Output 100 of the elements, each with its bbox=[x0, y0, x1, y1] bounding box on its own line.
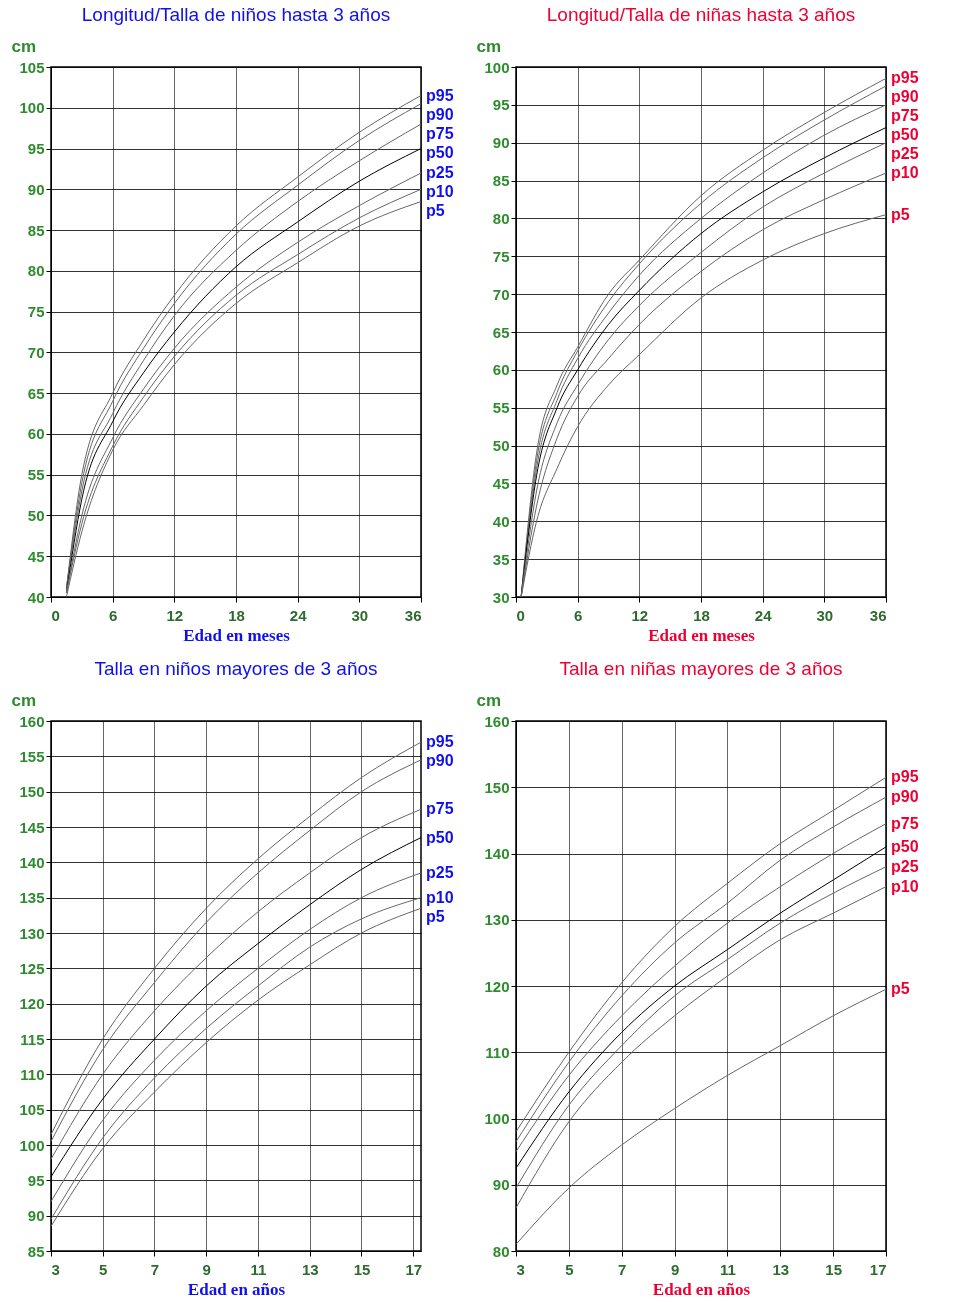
x-tick-label: 5 bbox=[99, 1260, 108, 1278]
chart-title: Longitud/Talla de niños hasta 3 años bbox=[81, 4, 391, 25]
y-tick-label: 105 bbox=[19, 1101, 45, 1119]
x-tick-label: 11 bbox=[250, 1260, 267, 1278]
x-tick-label: 3 bbox=[51, 1260, 60, 1278]
y-axis-title: cm bbox=[476, 690, 502, 710]
x-tick-label: 36 bbox=[404, 606, 422, 624]
series-label: p5 bbox=[891, 205, 910, 223]
y-axis-title: cm bbox=[11, 690, 37, 710]
x-tick-label: 24 bbox=[754, 606, 773, 624]
y-tick-label: 80 bbox=[27, 262, 45, 280]
chart-title: Talla en niños mayores de 3 años bbox=[94, 658, 378, 679]
x-tick-label: 24 bbox=[289, 606, 308, 624]
x-tick-label: 36 bbox=[869, 606, 887, 624]
x-tick-label: 30 bbox=[816, 606, 834, 624]
y-tick-label: 80 bbox=[492, 209, 510, 227]
x-tick-label: 6 bbox=[573, 606, 583, 624]
x-tick-label: 0 bbox=[51, 606, 60, 624]
x-tick-label: 13 bbox=[301, 1260, 319, 1278]
y-tick-label: 90 bbox=[27, 180, 45, 198]
series-label: p25 bbox=[891, 857, 919, 875]
y-tick-label: 75 bbox=[492, 247, 510, 265]
x-tick-label: 7 bbox=[150, 1260, 160, 1278]
series-label: p5 bbox=[426, 202, 445, 219]
y-axis-title: cm bbox=[476, 36, 502, 56]
y-tick-label: 55 bbox=[492, 399, 510, 417]
y-tick-label: 35 bbox=[492, 550, 510, 568]
series-label: p90 bbox=[426, 105, 454, 123]
series-label: p95 bbox=[891, 768, 919, 786]
y-tick-label: 140 bbox=[19, 853, 45, 871]
y-tick-label: 100 bbox=[19, 1136, 45, 1154]
y-tick-label: 110 bbox=[485, 1043, 510, 1061]
x-tick-label: 5 bbox=[565, 1260, 574, 1278]
y-tick-label: 40 bbox=[27, 588, 45, 606]
series-label: p25 bbox=[426, 164, 454, 181]
x-axis-title: Edad en años bbox=[187, 1279, 286, 1299]
series-label: p10 bbox=[426, 888, 454, 906]
y-tick-label: 90 bbox=[492, 134, 510, 152]
x-tick-label: 7 bbox=[618, 1260, 627, 1278]
y-tick-label: 145 bbox=[19, 818, 45, 836]
y-tick-label: 90 bbox=[492, 1176, 510, 1194]
y-tick-label: 80 bbox=[492, 1242, 510, 1260]
series-label: p75 bbox=[891, 107, 919, 125]
series-label: p90 bbox=[891, 788, 919, 806]
x-tick-label: 18 bbox=[693, 606, 710, 624]
series-label: p90 bbox=[891, 88, 919, 106]
series-label: p95 bbox=[891, 69, 919, 87]
y-tick-label: 70 bbox=[27, 343, 45, 361]
y-tick-label: 50 bbox=[492, 437, 510, 455]
x-tick-label: 9 bbox=[670, 1260, 680, 1278]
x-tick-label: 12 bbox=[631, 606, 649, 624]
x-tick-label: 15 bbox=[825, 1260, 842, 1278]
series-label: p10 bbox=[426, 183, 454, 200]
y-tick-label: 85 bbox=[27, 1242, 45, 1260]
series-label: p5 bbox=[891, 980, 910, 998]
series-label: p75 bbox=[426, 800, 454, 818]
y-tick-label: 50 bbox=[27, 506, 45, 524]
y-tick-label: 65 bbox=[492, 323, 510, 341]
y-tick-label: 125 bbox=[19, 959, 45, 977]
x-tick-label: 17 bbox=[405, 1260, 423, 1278]
y-tick-label: 65 bbox=[27, 384, 45, 402]
x-tick-label: 17 bbox=[869, 1260, 887, 1278]
y-tick-label: 120 bbox=[19, 995, 45, 1013]
x-tick-label: 11 bbox=[720, 1260, 736, 1278]
series-label: p25 bbox=[426, 863, 454, 881]
y-tick-label: 130 bbox=[484, 911, 510, 929]
y-tick-label: 85 bbox=[492, 172, 510, 190]
x-tick-label: 15 bbox=[353, 1260, 371, 1278]
series-label: p75 bbox=[426, 124, 454, 142]
series-label: p75 bbox=[891, 814, 919, 832]
chart-title: Talla en niñas mayores de 3 años bbox=[559, 658, 843, 679]
y-tick-label: 160 bbox=[484, 712, 510, 730]
series-label: p25 bbox=[891, 145, 919, 163]
x-axis-title: Edad en meses bbox=[183, 625, 291, 645]
y-tick-label: 95 bbox=[492, 96, 510, 114]
series-label: p95 bbox=[426, 733, 454, 751]
y-tick-label: 75 bbox=[27, 303, 45, 321]
x-tick-label: 18 bbox=[228, 606, 245, 624]
y-tick-label: 150 bbox=[484, 778, 510, 796]
series-label: p95 bbox=[426, 86, 454, 104]
y-tick-label: 155 bbox=[19, 747, 45, 765]
y-tick-label: 90 bbox=[27, 1207, 45, 1225]
x-tick-label: 30 bbox=[351, 606, 369, 624]
y-tick-label: 100 bbox=[484, 1110, 510, 1127]
y-tick-label: 40 bbox=[492, 512, 510, 530]
x-tick-label: 9 bbox=[202, 1260, 211, 1278]
y-tick-label: 160 bbox=[19, 712, 45, 730]
y-tick-label: 100 bbox=[484, 58, 510, 76]
y-tick-label: 85 bbox=[27, 221, 45, 239]
y-tick-label: 130 bbox=[19, 924, 45, 942]
series-label: p50 bbox=[891, 126, 919, 144]
y-tick-label: 135 bbox=[19, 889, 45, 907]
y-tick-label: 105 bbox=[19, 58, 45, 76]
series-label: p90 bbox=[426, 752, 454, 770]
series-label: p10 bbox=[891, 877, 919, 895]
y-tick-label: 115 bbox=[20, 1030, 45, 1048]
y-tick-label: 95 bbox=[27, 1171, 45, 1189]
y-tick-label: 60 bbox=[492, 361, 510, 379]
y-axis-title: cm bbox=[11, 36, 37, 56]
y-tick-label: 95 bbox=[27, 140, 45, 158]
